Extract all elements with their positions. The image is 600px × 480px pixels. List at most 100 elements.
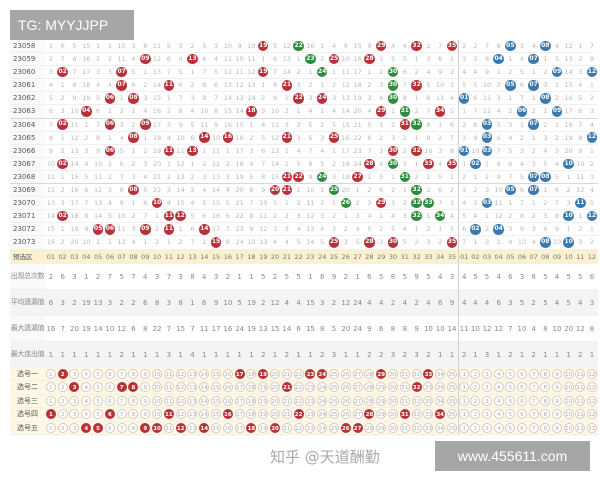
pick-front-number[interactable]: 32 [411, 395, 422, 406]
pick-back-number[interactable]: 1 [459, 368, 470, 379]
pick-front-number[interactable]: 34 [435, 382, 446, 392]
pick-back-number[interactable]: 4 [493, 382, 504, 392]
pick-back-cell[interactable]: 1 [457, 381, 470, 395]
pick-back-number[interactable]: 11 [575, 395, 586, 406]
pick-front-number[interactable]: 8 [128, 368, 139, 379]
pick-front-number[interactable]: 1 [45, 409, 56, 419]
pick-front-cell[interactable]: 8 [127, 367, 140, 381]
pick-front-cell[interactable]: 4 [80, 421, 93, 435]
pick-back-number[interactable]: 4 [493, 395, 504, 406]
pick-front-number[interactable]: 15 [211, 368, 222, 379]
pick-back-cell[interactable]: 11 [574, 394, 587, 408]
pick-back-number[interactable]: 6 [517, 368, 527, 379]
pick-front-number[interactable]: 13 [187, 382, 198, 392]
pick-front-cell[interactable]: 35 [446, 394, 458, 408]
pick-front-cell[interactable]: 22 [292, 381, 305, 395]
pick-back-cell[interactable]: 3 [481, 394, 493, 408]
pick-back-number[interactable]: 7 [528, 395, 539, 406]
pick-back-cell[interactable]: 10 [562, 421, 575, 435]
pick-front-number[interactable]: 23 [305, 368, 316, 379]
pick-front-cell[interactable]: 17 [233, 367, 246, 381]
pick-front-cell[interactable]: 10 [151, 408, 163, 422]
pick-front-cell[interactable]: 31 [398, 421, 411, 435]
pick-back-cell[interactable]: 6 [516, 381, 528, 395]
pick-front-number[interactable]: 27 [352, 368, 363, 379]
pick-front-number[interactable]: 3 [69, 422, 80, 433]
pick-front-cell[interactable]: 14 [198, 367, 211, 381]
pick-front-cell[interactable]: 34 [434, 381, 447, 395]
pick-back-cell[interactable]: 3 [481, 381, 493, 395]
pick-front-number[interactable]: 11 [163, 422, 174, 433]
pick-back-cell[interactable]: 2 [469, 408, 482, 422]
pick-front-cell[interactable]: 21 [280, 381, 293, 395]
pick-front-cell[interactable]: 34 [434, 408, 447, 422]
pick-back-number[interactable]: 9 [551, 422, 562, 433]
pick-front-number[interactable]: 17 [234, 368, 245, 379]
pick-front-number[interactable]: 34 [435, 422, 446, 433]
pick-front-cell[interactable]: 8 [127, 421, 140, 435]
pick-front-cell[interactable]: 5 [92, 394, 104, 408]
pick-front-cell[interactable]: 21 [280, 394, 293, 408]
pick-front-cell[interactable]: 6 [103, 367, 116, 381]
pick-front-number[interactable]: 34 [435, 368, 446, 379]
pick-front-number[interactable]: 1 [45, 395, 56, 406]
pick-front-cell[interactable]: 8 [127, 408, 140, 422]
pick-back-cell[interactable]: 1 [457, 408, 470, 422]
pick-front-number[interactable]: 20 [270, 395, 281, 406]
pick-front-cell[interactable]: 18 [245, 367, 258, 381]
pick-front-cell[interactable]: 29 [375, 367, 388, 381]
pick-front-cell[interactable]: 27 [351, 421, 364, 435]
pick-front-cell[interactable]: 6 [103, 421, 116, 435]
pick-front-number[interactable]: 21 [281, 382, 292, 392]
pick-back-cell[interactable]: 6 [516, 408, 528, 422]
pick-front-number[interactable]: 30 [388, 422, 398, 433]
pick-back-cell[interactable]: 3 [481, 421, 493, 435]
pick-front-cell[interactable]: 11 [162, 408, 175, 422]
pick-front-number[interactable]: 12 [175, 395, 186, 406]
pick-front-number[interactable]: 6 [104, 382, 115, 392]
pick-front-cell[interactable]: 2 [56, 381, 69, 395]
pick-front-cell[interactable]: 19 [257, 367, 270, 381]
pick-front-number[interactable]: 32 [411, 409, 422, 419]
pick-front-cell[interactable]: 30 [387, 394, 399, 408]
pick-back-cell[interactable]: 8 [539, 408, 552, 422]
pick-back-cell[interactable]: 7 [527, 381, 540, 395]
pick-front-cell[interactable]: 15 [210, 408, 222, 422]
pick-front-number[interactable]: 24 [317, 395, 328, 406]
pick-back-number[interactable]: 8 [540, 422, 551, 433]
pick-front-cell[interactable]: 24 [316, 421, 329, 435]
pick-front-number[interactable]: 7 [116, 382, 127, 392]
pick-front-number[interactable]: 3 [69, 395, 80, 406]
pick-front-number[interactable]: 17 [234, 382, 245, 392]
pick-front-cell[interactable]: 4 [80, 408, 93, 422]
pick-front-number[interactable]: 23 [305, 422, 316, 433]
pick-back-cell[interactable]: 8 [539, 381, 552, 395]
pick-front-number[interactable]: 29 [376, 368, 387, 379]
pick-front-cell[interactable]: 26 [339, 408, 352, 422]
pick-back-number[interactable]: 8 [540, 368, 551, 379]
pick-front-number[interactable]: 2 [57, 395, 68, 406]
pick-back-cell[interactable]: 12 [586, 367, 598, 381]
pick-front-number[interactable]: 29 [376, 422, 387, 433]
pick-front-number[interactable]: 18 [246, 382, 257, 392]
pick-front-cell[interactable]: 26 [339, 367, 352, 381]
pick-front-cell[interactable]: 30 [387, 367, 399, 381]
pick-back-number[interactable]: 2 [470, 409, 481, 419]
pick-back-cell[interactable]: 6 [516, 421, 528, 435]
pick-back-cell[interactable]: 8 [539, 394, 552, 408]
pick-back-cell[interactable]: 10 [562, 381, 575, 395]
pick-front-number[interactable]: 9 [140, 422, 151, 433]
pick-front-number[interactable]: 32 [411, 368, 422, 379]
pick-front-cell[interactable]: 13 [186, 381, 199, 395]
pick-front-cell[interactable]: 15 [210, 367, 222, 381]
pick-front-number[interactable]: 33 [423, 382, 434, 392]
pick-front-cell[interactable]: 17 [233, 381, 246, 395]
pick-front-number[interactable]: 21 [281, 409, 292, 419]
pick-front-number[interactable]: 22 [293, 395, 304, 406]
pick-front-number[interactable]: 20 [270, 382, 281, 392]
pick-back-cell[interactable]: 11 [574, 381, 587, 395]
pick-front-cell[interactable]: 5 [92, 381, 104, 395]
pick-back-number[interactable]: 4 [493, 368, 504, 379]
pick-front-number[interactable]: 28 [364, 409, 375, 419]
pick-front-number[interactable]: 29 [376, 395, 387, 406]
